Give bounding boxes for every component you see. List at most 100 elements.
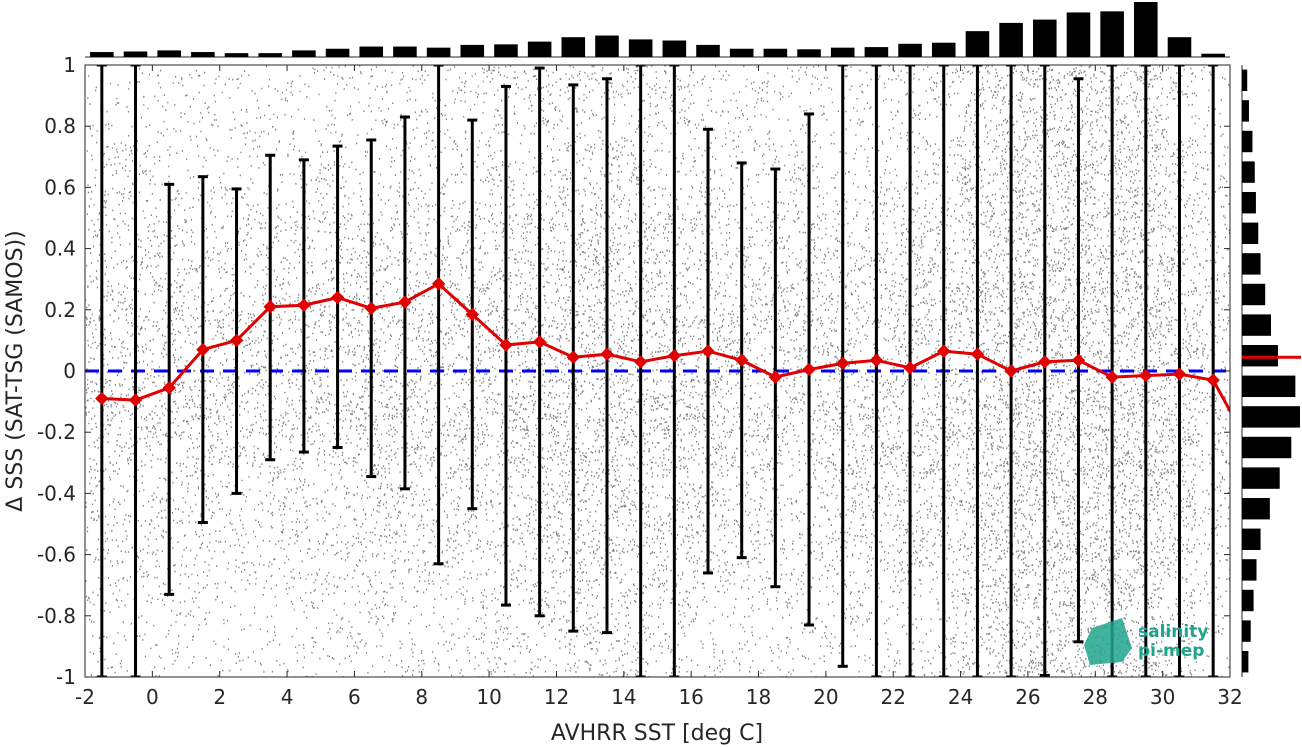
series-marker (532, 335, 547, 349)
series-marker (970, 347, 985, 361)
top-histogram-frame (85, 0, 1230, 57)
x-tick-label: 18 (746, 685, 771, 709)
x-axis-title: AVHRR SST [deg C] (551, 721, 763, 746)
top-histogram-bar (224, 53, 249, 57)
series-marker (937, 344, 951, 358)
top-histogram-bar (628, 39, 653, 57)
error-bar (1208, 65, 1219, 677)
series-marker (263, 300, 277, 314)
top-histogram-bar (460, 44, 485, 57)
series-marker (1004, 364, 1018, 378)
series-marker (667, 348, 682, 363)
salinity-pi-mep-logo: salinity pi-mep (1084, 618, 1208, 665)
y-tick-label: -0.2 (37, 420, 76, 444)
error-bar (972, 65, 983, 677)
x-tick-label: 22 (881, 685, 906, 709)
top-histogram-bar (494, 44, 518, 57)
series-marker (836, 356, 850, 371)
series-marker (768, 370, 783, 384)
x-tick-label: 20 (813, 685, 838, 709)
series-marker (128, 393, 143, 407)
x-tick-label: 14 (611, 685, 636, 709)
top-histogram-bar (561, 37, 586, 57)
top-histogram (85, 0, 1230, 58)
right-histogram-bar (1242, 69, 1248, 92)
series-marker (196, 342, 210, 357)
top-histogram-bar (393, 46, 417, 57)
series-marker (1038, 355, 1052, 369)
right-histogram-bar (1242, 344, 1278, 367)
series-marker (398, 295, 412, 309)
y-tick-label: -0.8 (37, 604, 76, 628)
top-histogram-bar (292, 50, 316, 57)
x-tick-label: 6 (348, 685, 361, 709)
top-histogram-bar (595, 35, 619, 57)
top-histogram-bar (965, 31, 990, 57)
right-histogram-bar (1242, 497, 1270, 520)
right-histogram-bar (1242, 314, 1271, 336)
right-histogram-bar (1242, 191, 1256, 214)
error-bar (130, 65, 141, 677)
x-tick-label: 4 (281, 685, 294, 709)
right-histogram-bar (1242, 436, 1292, 459)
series-marker (1206, 373, 1220, 387)
top-histogram-bar (325, 48, 350, 57)
series-marker (701, 344, 715, 358)
right-histogram-bar (1242, 253, 1261, 275)
x-tick-label: 26 (1015, 685, 1040, 709)
x-tick-label: 10 (476, 685, 501, 709)
top-histogram-bar (1032, 19, 1057, 58)
x-tick-label: 30 (1150, 685, 1175, 709)
top-histogram-bar (191, 52, 215, 57)
right-histogram-bar (1242, 130, 1253, 153)
x-tick-label: 16 (678, 685, 703, 709)
top-histogram-bar (729, 48, 754, 57)
series-marker (1172, 367, 1187, 381)
series-marker (600, 347, 614, 361)
top-histogram-bar (696, 44, 720, 57)
error-bar (635, 65, 646, 677)
x-tick-label: 8 (415, 685, 428, 709)
y-tick-label: 0 (63, 359, 76, 383)
right-histogram-bar (1242, 620, 1251, 642)
top-histogram-bar (359, 46, 384, 57)
top-histogram-bar (123, 51, 148, 57)
y-tick-label: 0.6 (44, 175, 76, 199)
y-tick-label: 0.2 (44, 298, 76, 322)
top-histogram-bar (426, 47, 451, 57)
logo-mark-icon (1084, 618, 1132, 665)
series-marker (903, 361, 917, 375)
right-histogram-bar (1242, 283, 1266, 306)
series-marker (1139, 368, 1153, 383)
top-histogram-bar (1066, 12, 1091, 57)
series-marker (869, 353, 884, 367)
x-tick-label: -2 (75, 685, 95, 709)
y-tick-label: -0.6 (37, 543, 76, 567)
series-marker (330, 290, 345, 305)
error-bar (96, 65, 107, 677)
top-histogram-bar (90, 52, 114, 57)
right-histogram-bar (1242, 161, 1255, 183)
error-bar (938, 65, 949, 677)
series-marker (633, 355, 648, 369)
right-histogram-bar (1242, 528, 1261, 551)
error-bar (669, 65, 680, 677)
main-plot: -2 0 2 4 6 8 10 12 14 16 18 20 22 24 26 28 30 32 -1-0.8-0… (3, 53, 1243, 746)
top-histogram-bar (830, 47, 855, 57)
logo-line2: pi-mep (1138, 641, 1204, 661)
y-tick-label: 0.8 (44, 114, 76, 138)
y-tick-label: -0.4 (37, 481, 76, 505)
series-marker (465, 307, 479, 322)
top-histogram-bar (999, 22, 1023, 57)
error-bar (871, 65, 882, 677)
right-histogram-bar (1242, 650, 1249, 673)
series-marker (499, 338, 513, 352)
error-bar (1039, 65, 1050, 677)
top-histogram-bar (797, 49, 821, 57)
x-tick-label: 28 (1083, 685, 1108, 709)
series-marker (802, 362, 816, 377)
right-histogram-bar (1242, 406, 1300, 428)
series-marker (95, 391, 109, 406)
series-marker (734, 353, 749, 367)
x-tick-label: 2 (213, 685, 226, 709)
